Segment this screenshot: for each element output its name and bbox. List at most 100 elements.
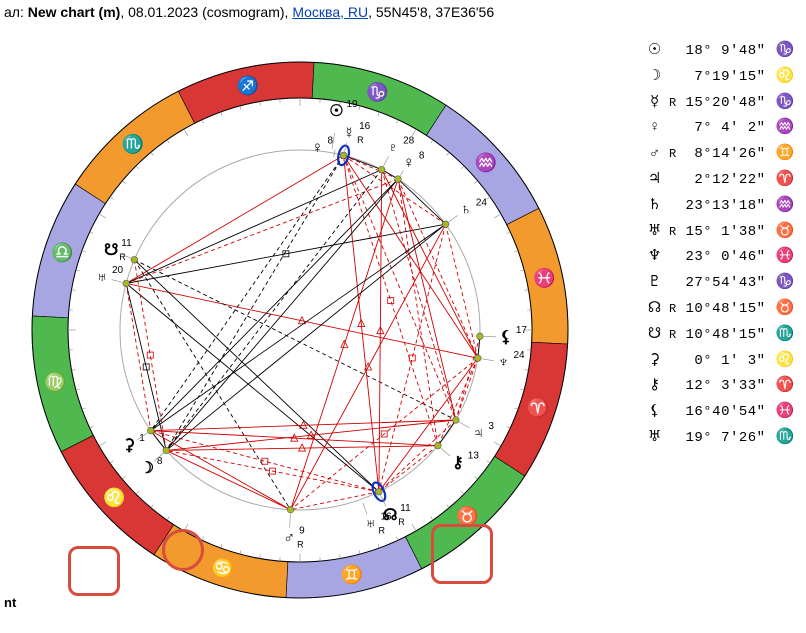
title-bold: New chart (m) — [28, 4, 121, 20]
svg-text:♒: ♒ — [475, 152, 497, 173]
position-degrees: 15°20'48" — [680, 92, 766, 116]
position-row: ☊R10°48'15" ♉ — [644, 296, 796, 322]
svg-text:♅: ♅ — [364, 516, 376, 533]
svg-text:♍: ♍ — [44, 371, 66, 392]
position-degrees: 10°48'15" — [680, 298, 766, 322]
position-degrees: 8°14'26" — [680, 143, 766, 167]
svg-text:♏: ♏ — [122, 133, 144, 154]
sign-glyph: ♒ — [774, 193, 796, 219]
svg-text:♋: ♋ — [212, 557, 234, 578]
sign-glyph: ♌ — [774, 348, 796, 374]
sign-glyph: ♑ — [774, 90, 796, 116]
position-degrees: 19° 7'26" — [680, 427, 766, 451]
sign-glyph: ♌ — [774, 64, 796, 90]
svg-text:♉: ♉ — [456, 505, 478, 526]
planet-glyph: ☿ — [644, 90, 666, 116]
position-degrees: 10°48'15" — [680, 324, 766, 348]
retrograde-flag: R — [666, 144, 680, 164]
svg-text:♀: ♀ — [403, 154, 415, 171]
chart-title: ал: New chart (m), 08.01.2023 (cosmogram… — [4, 4, 494, 20]
position-row: ♅R15° 1'38" ♉ — [644, 219, 796, 245]
svg-text:19: 19 — [346, 99, 358, 110]
position-row: ⚳ 0° 1' 3" ♌ — [644, 348, 796, 374]
svg-text:R: R — [357, 135, 364, 145]
svg-text:R: R — [378, 526, 385, 536]
sign-glyph: ♓ — [774, 244, 796, 270]
svg-text:♃: ♃ — [472, 425, 484, 442]
svg-text:♇: ♇ — [387, 139, 399, 156]
svg-text:♓: ♓ — [533, 267, 555, 288]
svg-text:R: R — [119, 252, 126, 262]
svg-text:♌: ♌ — [103, 486, 125, 507]
svg-text:13: 13 — [468, 450, 480, 461]
svg-text:8: 8 — [419, 150, 425, 161]
position-degrees: 23° 0'46" — [680, 246, 766, 270]
svg-text:♑: ♑ — [366, 81, 388, 102]
position-degrees: 0° 1' 3" — [680, 350, 766, 374]
sign-glyph: ♑ — [774, 270, 796, 296]
svg-text:☋: ☋ — [104, 242, 118, 259]
planet-glyph: ♄ — [644, 193, 666, 219]
svg-text:♐: ♐ — [237, 74, 259, 95]
retrograde-flag: R — [666, 325, 680, 345]
svg-text:☉: ☉ — [329, 103, 343, 120]
position-degrees: 2°12'22" — [680, 169, 766, 193]
svg-text:24: 24 — [513, 350, 525, 361]
positions-table: ☉18° 9'48" ♑☽7°19'15" ♌☿R15°20'48" ♑♀7° … — [644, 38, 796, 451]
svg-text:♂: ♂ — [283, 530, 295, 547]
sign-glyph: ♉ — [774, 219, 796, 245]
position-row: ☿R15°20'48" ♑ — [644, 90, 796, 116]
position-degrees: 12° 3'33" — [680, 375, 766, 399]
svg-text:⚳: ⚳ — [123, 437, 135, 454]
sign-glyph: ♒ — [774, 115, 796, 141]
svg-text:☿: ☿ — [343, 125, 355, 142]
planet-glyph: ♆ — [644, 244, 666, 270]
planet-glyph: ♅ — [644, 425, 666, 451]
position-row: ♆ 23° 0'46" ♓ — [644, 244, 796, 270]
svg-text:3: 3 — [488, 421, 494, 432]
svg-text:♈: ♈ — [527, 396, 549, 417]
sign-glyph: ♓ — [774, 399, 796, 425]
position-row: ♅ 19° 7'26" ♏ — [644, 425, 796, 451]
planet-glyph: ☊ — [644, 296, 666, 322]
svg-text:16: 16 — [380, 512, 392, 523]
retrograde-flag: R — [666, 222, 680, 242]
svg-text:☽: ☽ — [140, 460, 154, 477]
position-row: ☽ 7°19'15" ♌ — [644, 64, 796, 90]
position-row: ♄ 23°13'18" ♒ — [644, 193, 796, 219]
sign-glyph: ♈ — [774, 373, 796, 399]
planet-glyph: ⚳ — [644, 348, 666, 374]
position-degrees: 23°13'18" — [680, 195, 766, 219]
title-prefix: ал: — [4, 4, 28, 20]
svg-text:♎: ♎ — [51, 242, 73, 263]
svg-text:⚸: ⚸ — [500, 329, 512, 346]
svg-text:♀: ♀ — [311, 139, 323, 156]
position-degrees: 27°54'43" — [680, 272, 766, 296]
retrograde-flag: R — [666, 93, 680, 113]
planet-glyph: ♅ — [644, 219, 666, 245]
sign-glyph: ♏ — [774, 322, 796, 348]
planet-glyph: ♃ — [644, 167, 666, 193]
svg-text:17: 17 — [516, 325, 528, 336]
sign-glyph: ♏ — [774, 425, 796, 451]
sign-glyph: ♈ — [774, 167, 796, 193]
svg-text:R: R — [398, 517, 405, 527]
position-degrees: 16°40'54" — [680, 401, 766, 425]
position-row: ☋R10°48'15" ♏ — [644, 322, 796, 348]
position-row: ⚸16°40'54" ♓ — [644, 399, 796, 425]
position-row: ♇27°54'43" ♑ — [644, 270, 796, 296]
natal-chart: ♎♏♐♑♒♓♈♉♊♋♌♍♅20☋11R☉19☿16R♀8♇28♀8♄24⚸17♆… — [0, 30, 600, 600]
city-link[interactable]: Москва, RU — [292, 4, 368, 20]
sign-glyph: ♉ — [774, 296, 796, 322]
svg-text:♆: ♆ — [497, 354, 509, 371]
svg-text:11: 11 — [121, 238, 132, 249]
position-degrees: 7°19'15" — [680, 66, 766, 90]
position-degrees: 15° 1'38" — [680, 221, 766, 245]
position-degrees: 7° 4' 2" — [680, 117, 766, 141]
svg-text:11: 11 — [400, 503, 411, 514]
planet-glyph: ♀ — [644, 115, 666, 141]
svg-text:♊: ♊ — [341, 564, 363, 585]
position-row: ♀ 7° 4' 2" ♒ — [644, 115, 796, 141]
planet-glyph: ☽ — [644, 64, 666, 90]
svg-text:28: 28 — [403, 135, 415, 146]
